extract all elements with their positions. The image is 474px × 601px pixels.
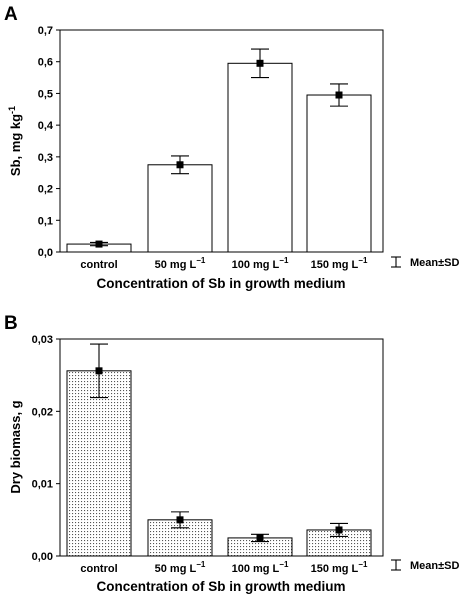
panel-a-legend: Mean±SD: [391, 256, 459, 269]
panel-b-y-tick-label: 0,00: [32, 551, 53, 563]
panel-a-mean-marker: [256, 59, 264, 67]
panel-a-mean-marker: [176, 161, 184, 169]
panel-a-legend-label: Mean±SD: [410, 257, 459, 269]
panel-a-bar: [227, 62, 293, 253]
panel-a-mean-marker: [95, 240, 103, 248]
panel-a-y-axis: 0,0 0,1 0,2 0,3 0,4 0,5 0,6 0,7: [38, 25, 60, 259]
panel-a-y-tick-label: 0,1: [38, 215, 53, 227]
panel-a-y-axis-label: Sb, mg kg-1: [7, 106, 23, 176]
panel-b-x-axis-label: Concentration of Sb in growth medium: [97, 579, 346, 594]
panel-a-category-label: 100 mg L−1: [232, 256, 289, 271]
panel-a-category-label: control: [80, 259, 117, 271]
panel-a-y-tick-label: 0,2: [38, 184, 53, 196]
panel-a-y-tick-label: 0,0: [38, 247, 53, 259]
panel-a-plot-frame: [59, 29, 384, 253]
panel-a-letter: A: [4, 4, 18, 25]
panel-b-mean-marker: [335, 526, 343, 534]
panel-b-category-label: 100 mg L−1: [232, 560, 289, 575]
panel-b-y-tick-label: 0,03: [32, 334, 53, 346]
panel-b-bar: [66, 370, 132, 557]
panel-b-legend-label: Mean±SD: [410, 560, 459, 572]
panel-b-category-label: 150 mg L−1: [311, 560, 368, 575]
panel-b-bars: [66, 343, 372, 557]
panel-a-x-axis: control 50 mg L−1 100 mg L−1 150 mg L−1: [80, 256, 368, 271]
panel-a-y-tick-label: 0,4: [38, 120, 54, 132]
panel-a-category-label: 50 mg L−1: [155, 256, 206, 271]
panel-b-mean-marker: [256, 534, 264, 542]
panel-a-y-tick-label: 0,3: [38, 152, 53, 164]
panel-a-bar: [147, 164, 213, 253]
panel-a-x-axis-label: Concentration of Sb in growth medium: [97, 276, 346, 291]
panel-b-y-axis-label: Dry biomass, g: [8, 400, 23, 493]
panel-a-bars: [66, 48, 372, 253]
panel-b-category-label: control: [80, 563, 117, 575]
panel-b: B 0,00 0,01 0,02 0,03 control 50 mg L−1 100 m…: [4, 313, 459, 594]
panel-a-mean-marker: [335, 91, 343, 99]
panel-b-y-tick-label: 0,01: [32, 479, 53, 491]
panel-a: A 0,0 0,1 0,2 0,3 0,4 0,5 0,6 0,7 control 50 mg …: [4, 4, 459, 291]
panel-b-mean-marker: [176, 516, 184, 524]
panel-a-y-tick-label: 0,6: [38, 57, 53, 69]
panel-b-y-axis: 0,00 0,01 0,02 0,03: [32, 334, 60, 563]
panel-a-category-label: 150 mg L−1: [311, 256, 368, 271]
panel-b-plot-frame: [59, 338, 384, 557]
panel-b-legend: Mean±SD: [391, 559, 459, 572]
panel-a-y-tick-label: 0,5: [38, 88, 53, 100]
panel-a-y-tick-label: 0,7: [38, 25, 53, 37]
panel-b-mean-marker: [95, 367, 103, 375]
panel-b-y-tick-label: 0,02: [32, 406, 53, 418]
panel-b-x-axis: control 50 mg L−1 100 mg L−1 150 mg L−1: [80, 560, 368, 575]
panel-b-letter: B: [4, 313, 18, 334]
panel-b-category-label: 50 mg L−1: [155, 560, 206, 575]
panel-a-bar: [306, 94, 372, 253]
